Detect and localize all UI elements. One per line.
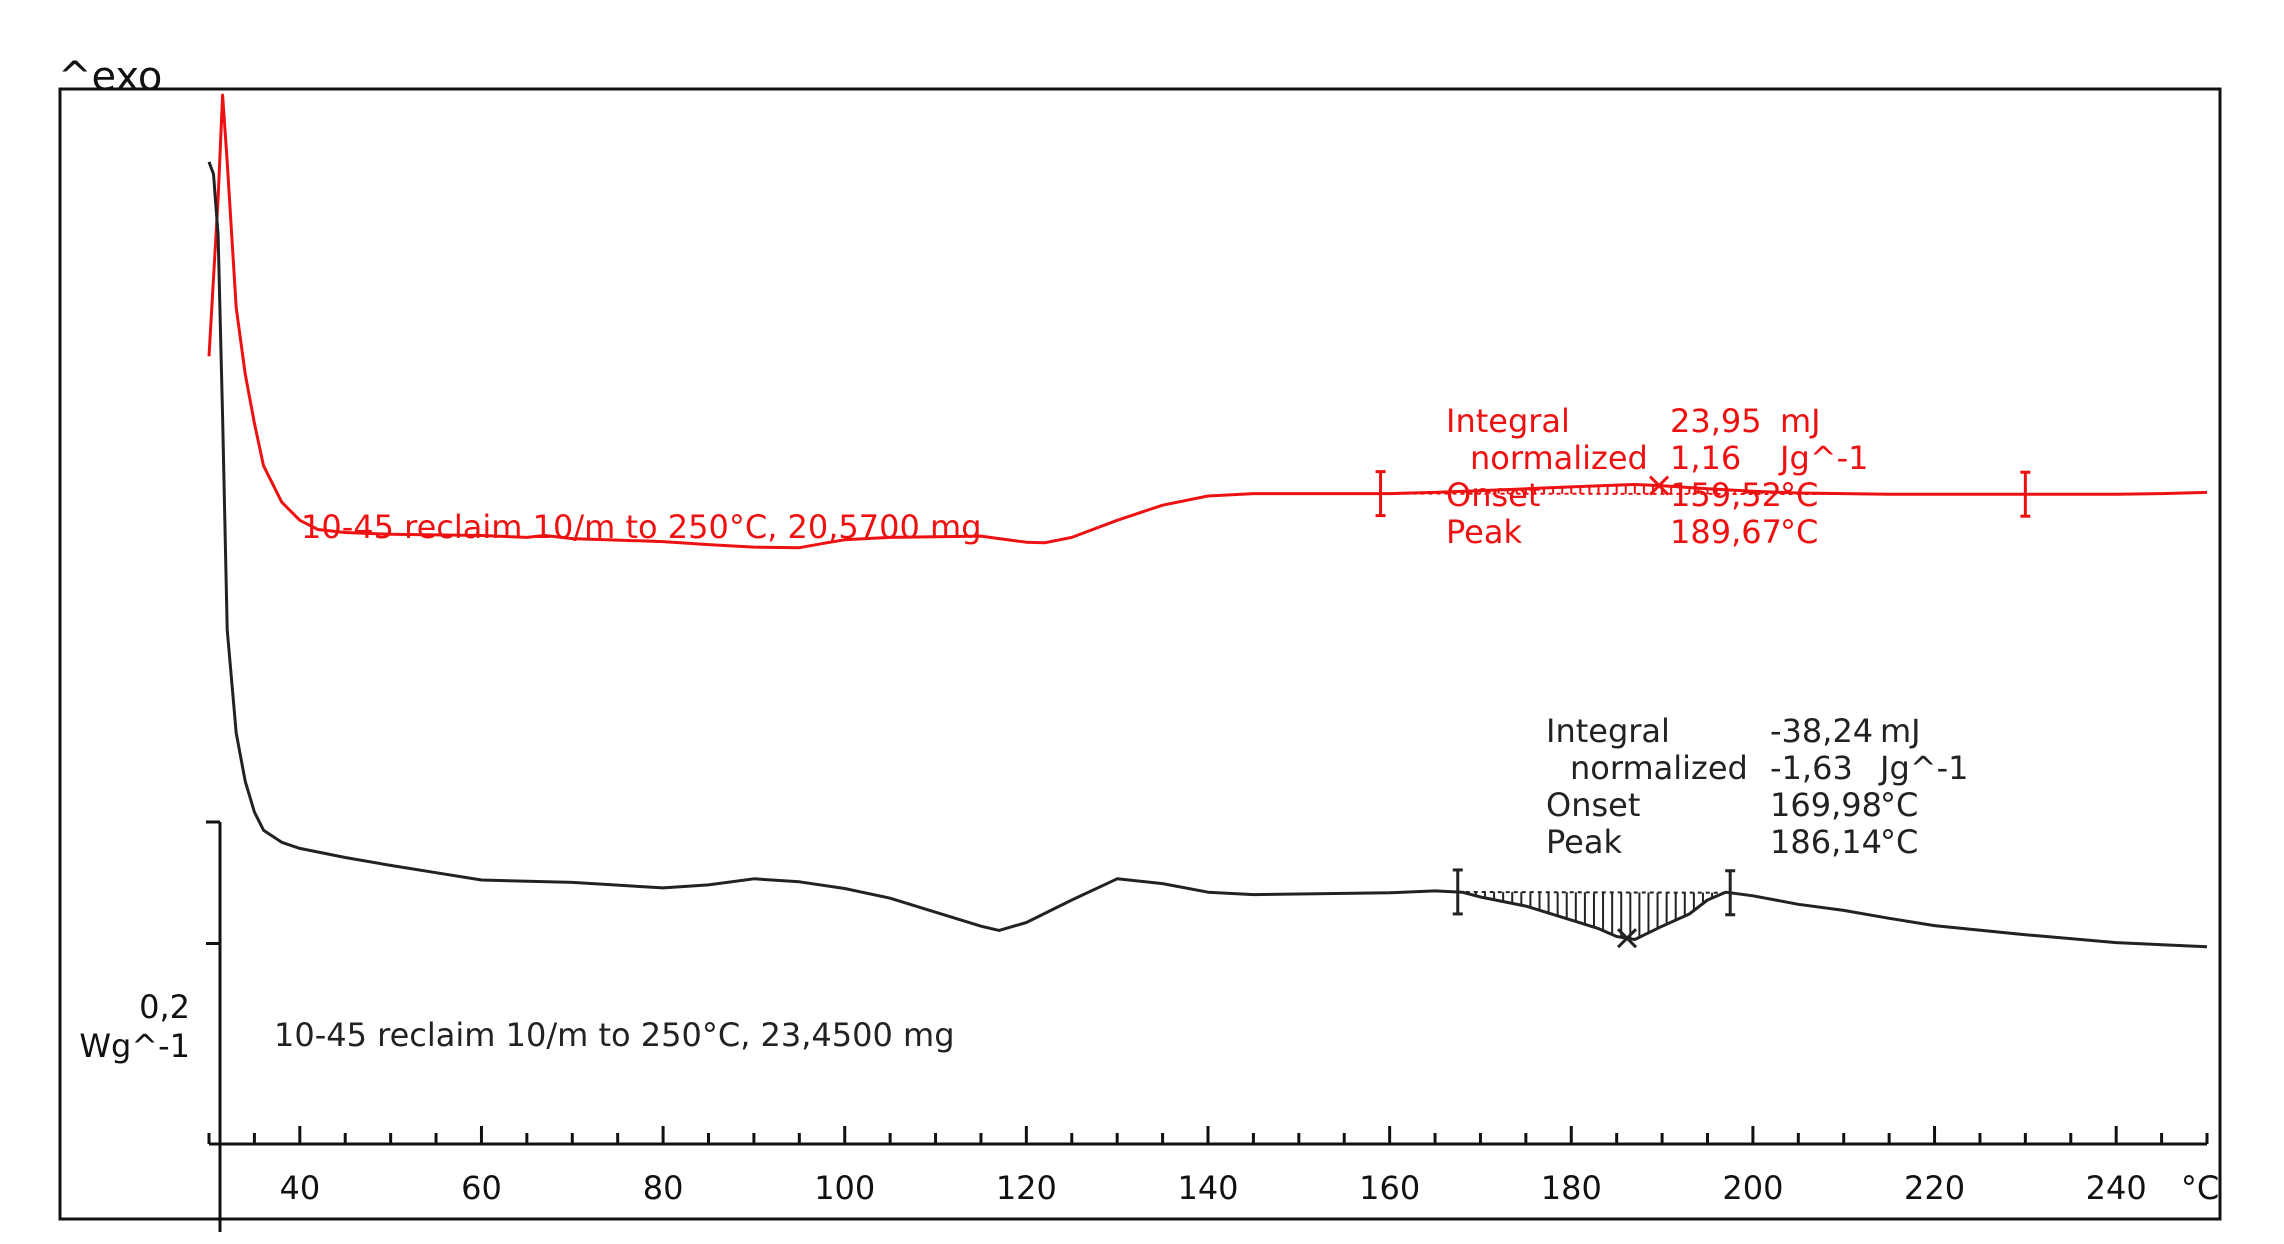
eval-label: Onset <box>1546 786 1640 824</box>
x-tick-label: 220 <box>1904 1169 1965 1207</box>
x-tick-label: 160 <box>1359 1169 1420 1207</box>
eval-unit: mJ <box>1880 712 1921 750</box>
x-tick-label: 80 <box>643 1169 684 1207</box>
eval-value: 186,14 <box>1770 823 1882 861</box>
y-scale-bar: 0,2Wg^-1 <box>79 820 222 1232</box>
eval-value: 189,67 <box>1670 513 1782 551</box>
curves: 10-45 reclaim 10/m to 250°C, 20,5700 mg 1… <box>207 93 2208 1054</box>
eval-value: -1,63 <box>1770 749 1853 787</box>
scale-bar-unit: Wg^-1 <box>79 1027 190 1065</box>
series-line-black <box>207 161 2208 949</box>
eval-peak-marker-black <box>1616 928 1638 949</box>
eval-unit: Jg^-1 <box>1878 749 1968 787</box>
eval-peak-marker-red <box>1649 475 1670 496</box>
eval-label: normalized <box>1570 749 1748 787</box>
eval-unit: °C <box>1780 513 1818 551</box>
eval-label: Onset <box>1446 476 1540 514</box>
x-unit-label: °C <box>2181 1169 2219 1207</box>
eval-unit: °C <box>1780 476 1818 514</box>
eval-value: 169,98 <box>1770 786 1882 824</box>
x-tick-label: 40 <box>279 1169 320 1207</box>
series-line-red <box>207 93 2208 550</box>
x-axis: 40 60 80 100 120 140 160 180 200 220 240 °C <box>207 1126 2219 1207</box>
eval-unit: mJ <box>1780 402 1821 440</box>
x-tick-label: 120 <box>996 1169 1057 1207</box>
eval-unit: °C <box>1880 786 1918 824</box>
eval-label: Integral <box>1446 402 1570 440</box>
eval-label: Integral <box>1546 712 1670 750</box>
eval-value: 159,52 <box>1670 476 1782 514</box>
eval-label: normalized <box>1470 439 1648 477</box>
x-tick-label: 240 <box>2086 1169 2147 1207</box>
series-label-black: 10-45 reclaim 10/m to 250°C, 23,4500 mg <box>274 1016 955 1054</box>
eval-value: 23,95 <box>1670 402 1762 440</box>
eval-unit: Jg^-1 <box>1778 439 1868 477</box>
evaluations: Integral 23,95 mJ normalized 1,16 Jg^-1 Onset 1… <box>1375 402 2031 949</box>
eval-baseline-red <box>1380 492 2026 496</box>
x-tick-label: 60 <box>461 1169 502 1207</box>
x-tick-label: 100 <box>814 1169 875 1207</box>
scale-bar-value: 0,2 <box>139 988 190 1026</box>
series-label-red: 10-45 reclaim 10/m to 250°C, 20,5700 mg <box>301 508 982 546</box>
x-tick-label: 200 <box>1722 1169 1783 1207</box>
eval-unit: °C <box>1880 823 1918 861</box>
exo-label: ^exo <box>58 54 162 100</box>
eval-label: Peak <box>1446 513 1522 551</box>
eval-value: -38,24 <box>1770 712 1873 750</box>
eval-label: Peak <box>1546 823 1622 861</box>
plot-frame <box>58 87 2222 1221</box>
eval-value: 1,16 <box>1670 439 1741 477</box>
x-tick-label: 180 <box>1541 1169 1602 1207</box>
x-tick-label: 140 <box>1177 1169 1238 1207</box>
